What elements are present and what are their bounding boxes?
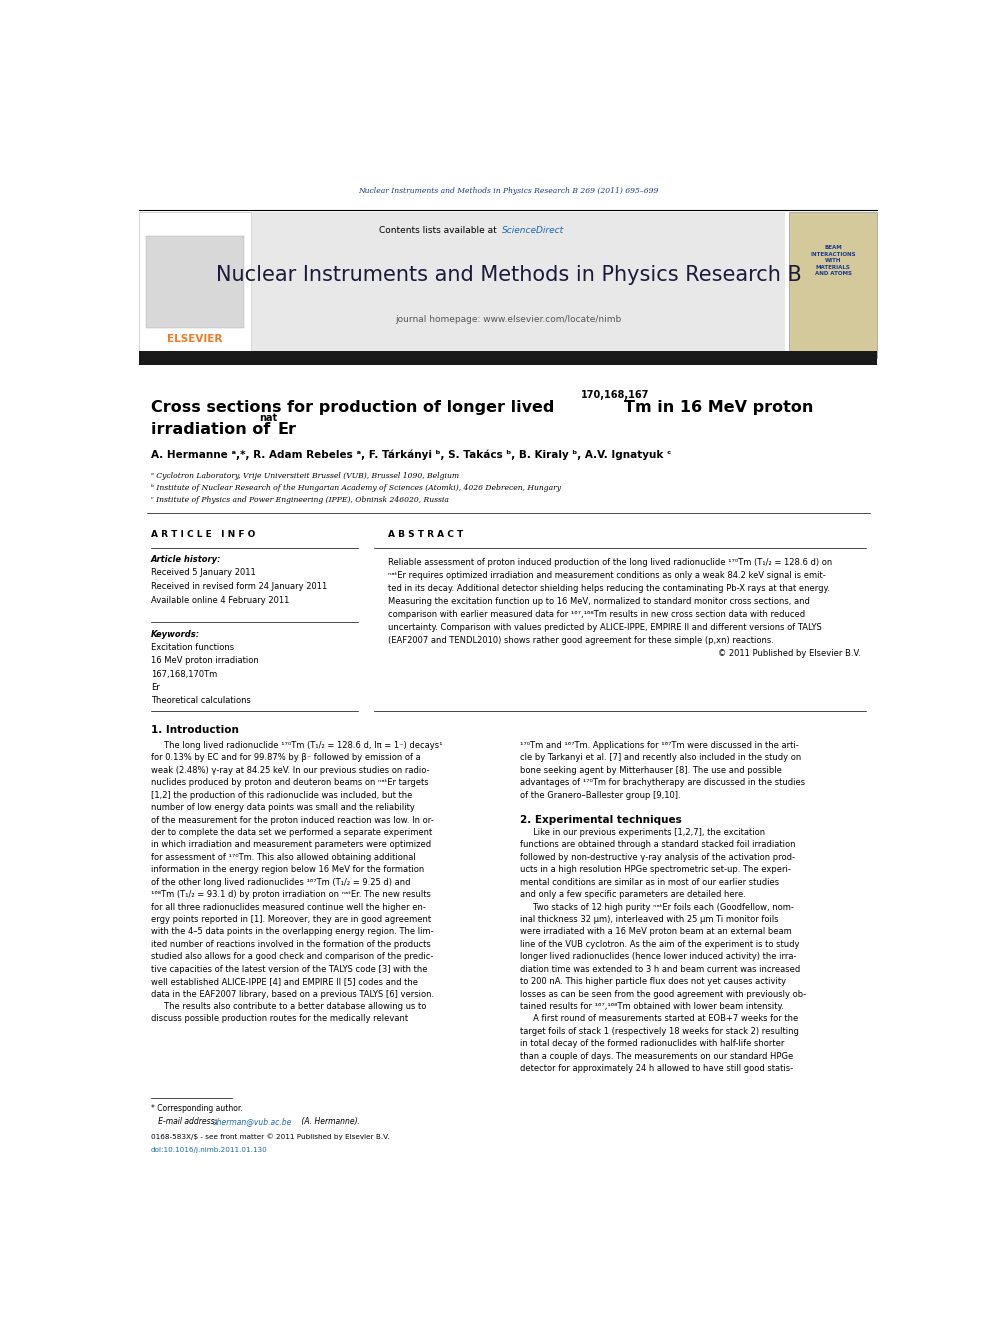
Text: of the Granero–Ballester group [9,10].: of the Granero–Ballester group [9,10]. (520, 791, 681, 799)
Text: ᵃ Cyclotron Laboratory, Vrije Universiteit Brussel (VUB), Brussel 1090, Belgium: ᵃ Cyclotron Laboratory, Vrije Universite… (151, 471, 459, 479)
Text: 170,168,167: 170,168,167 (580, 390, 649, 400)
Text: followed by non-destructive γ-ray analysis of the activation prod-: followed by non-destructive γ-ray analys… (520, 853, 795, 861)
Text: © 2011 Published by Elsevier B.V.: © 2011 Published by Elsevier B.V. (718, 650, 860, 658)
Text: 16 MeV proton irradiation: 16 MeV proton irradiation (151, 656, 259, 665)
Text: Article history:: Article history: (151, 554, 221, 564)
Text: ucts in a high resolution HPGe spectrometric set-up. The experi-: ucts in a high resolution HPGe spectrome… (520, 865, 791, 875)
Text: 2. Experimental techniques: 2. Experimental techniques (520, 815, 682, 826)
Text: The long lived radionuclide ¹⁷⁰Tm (T₁/₂ = 128.6 d, Iπ = 1⁻) decays¹: The long lived radionuclide ¹⁷⁰Tm (T₁/₂ … (151, 741, 442, 750)
Text: losses as can be seen from the good agreement with previously ob-: losses as can be seen from the good agre… (520, 990, 806, 999)
Text: ited number of reactions involved in the formation of the products: ited number of reactions involved in the… (151, 939, 431, 949)
Text: A first round of measurements started at EOB+7 weeks for the: A first round of measurements started at… (520, 1015, 799, 1024)
Text: ¹⁶⁸Tm (T₁/₂ = 93.1 d) by proton irradiation on ⁿᵃᵗEr. The new results: ¹⁶⁸Tm (T₁/₂ = 93.1 d) by proton irradiat… (151, 890, 431, 900)
Text: in total decay of the formed radionuclides with half-life shorter: in total decay of the formed radionuclid… (520, 1040, 785, 1048)
Text: with the 4–5 data points in the overlapping energy region. The lim-: with the 4–5 data points in the overlapp… (151, 927, 434, 937)
Text: than a couple of days. The measurements on our standard HPGe: than a couple of days. The measurements … (520, 1052, 794, 1061)
Text: ScienceDirect: ScienceDirect (502, 225, 564, 234)
FancyBboxPatch shape (139, 212, 251, 359)
Text: The results also contribute to a better database allowing us to: The results also contribute to a better … (151, 1002, 427, 1011)
Text: Nuclear Instruments and Methods in Physics Research B 269 (2011) 695–699: Nuclear Instruments and Methods in Physi… (358, 188, 659, 196)
Text: doi:10.1016/j.nimb.2011.01.130: doi:10.1016/j.nimb.2011.01.130 (151, 1147, 268, 1152)
Text: mental conditions are similar as in most of our earlier studies: mental conditions are similar as in most… (520, 877, 779, 886)
Text: Like in our previous experiments [1,2,7], the excitation: Like in our previous experiments [1,2,7]… (520, 828, 765, 837)
Text: tained results for ¹⁶⁷,¹⁶⁸Tm obtained with lower beam intensity.: tained results for ¹⁶⁷,¹⁶⁸Tm obtained wi… (520, 1002, 784, 1011)
Text: comparison with earlier measured data for ¹⁶⁷,¹⁶⁸Tm results in new cross section: comparison with earlier measured data fo… (388, 610, 805, 619)
Text: Received in revised form 24 January 2011: Received in revised form 24 January 2011 (151, 582, 327, 591)
Text: Nuclear Instruments and Methods in Physics Research B: Nuclear Instruments and Methods in Physi… (215, 265, 802, 284)
Text: well established ALICE-IPPE [4] and EMPIRE II [5] codes and the: well established ALICE-IPPE [4] and EMPI… (151, 978, 418, 986)
Text: Available online 4 February 2011: Available online 4 February 2011 (151, 597, 290, 606)
Text: der to complete the data set we performed a separate experiment: der to complete the data set we performe… (151, 828, 433, 837)
Text: bone seeking agent by Mitterhauser [8]. The use and possible: bone seeking agent by Mitterhauser [8]. … (520, 766, 782, 775)
Text: ¹⁷⁰Tm and ¹⁶⁷Tm. Applications for ¹⁶⁷Tm were discussed in the arti-: ¹⁷⁰Tm and ¹⁶⁷Tm. Applications for ¹⁶⁷Tm … (520, 741, 799, 750)
Text: BEAM
INTERACTIONS
WITH
MATERIALS
AND ATOMS: BEAM INTERACTIONS WITH MATERIALS AND ATO… (810, 245, 856, 277)
Text: ᶜ Institute of Physics and Power Engineering (IPPE), Obninsk 246020, Russia: ᶜ Institute of Physics and Power Enginee… (151, 496, 448, 504)
Text: advantages of ¹⁷⁰Tm for brachytherapy are discussed in the studies: advantages of ¹⁷⁰Tm for brachytherapy ar… (520, 778, 806, 787)
Text: Excitation functions: Excitation functions (151, 643, 234, 652)
FancyBboxPatch shape (139, 212, 786, 359)
Text: A R T I C L E   I N F O: A R T I C L E I N F O (151, 531, 255, 540)
Text: number of low energy data points was small and the reliability: number of low energy data points was sma… (151, 803, 415, 812)
Text: Two stacks of 12 high purity ⁿᵃᵗEr foils each (Goodfellow, nom-: Two stacks of 12 high purity ⁿᵃᵗEr foils… (520, 902, 794, 912)
Text: * Corresponding author.: * Corresponding author. (151, 1103, 243, 1113)
Text: ted in its decay. Additional detector shielding helps reducing the contaminating: ted in its decay. Additional detector sh… (388, 583, 829, 593)
Text: of the measurement for the proton induced reaction was low. In or-: of the measurement for the proton induce… (151, 815, 434, 824)
Text: data in the EAF2007 library, based on a previous TALYS [6] version.: data in the EAF2007 library, based on a … (151, 990, 434, 999)
Text: for 0.13% by EC and for 99.87% by β⁻ followed by emission of a: for 0.13% by EC and for 99.87% by β⁻ fol… (151, 754, 421, 762)
Text: 0168-583X/$ - see front matter © 2011 Published by Elsevier B.V.: 0168-583X/$ - see front matter © 2011 Pu… (151, 1134, 390, 1140)
Text: were irradiated with a 16 MeV proton beam at an external beam: were irradiated with a 16 MeV proton bea… (520, 927, 792, 937)
Text: line of the VUB cyclotron. As the aim of the experiment is to study: line of the VUB cyclotron. As the aim of… (520, 939, 800, 949)
Text: diation time was extended to 3 h and beam current was increased: diation time was extended to 3 h and bea… (520, 964, 801, 974)
Text: Er: Er (151, 683, 160, 692)
Text: weak (2.48%) γ-ray at 84.25 keV. In our previous studies on radio-: weak (2.48%) γ-ray at 84.25 keV. In our … (151, 766, 430, 775)
Text: studied also allows for a good check and comparison of the predic-: studied also allows for a good check and… (151, 953, 434, 962)
Text: nat: nat (259, 413, 278, 422)
Text: 1. Introduction: 1. Introduction (151, 725, 239, 736)
Text: information in the energy region below 16 MeV for the formation: information in the energy region below 1… (151, 865, 425, 875)
Text: ᵇ Institute of Nuclear Research of the Hungarian Academy of Sciences (Atomki), 4: ᵇ Institute of Nuclear Research of the H… (151, 484, 560, 492)
Text: cle by Tarkanyi et al. [7] and recently also included in the study on: cle by Tarkanyi et al. [7] and recently … (520, 754, 802, 762)
Text: irradiation of: irradiation of (151, 422, 276, 437)
Text: discuss possible production routes for the medically relevant: discuss possible production routes for t… (151, 1015, 408, 1024)
Text: (A. Hermanne).: (A. Hermanne). (300, 1117, 360, 1126)
Text: Keywords:: Keywords: (151, 630, 200, 639)
Text: A. Hermanne ᵃ,*, R. Adam Rebeles ᵃ, F. Tárkányi ᵇ, S. Takács ᵇ, B. Kiraly ᵇ, A.V: A. Hermanne ᵃ,*, R. Adam Rebeles ᵃ, F. T… (151, 450, 672, 460)
Text: uncertainty. Comparison with values predicted by ALICE-IPPE, EMPIRE II and diffe: uncertainty. Comparison with values pred… (388, 623, 821, 632)
Text: for assessment of ¹⁷⁰Tm. This also allowed obtaining additional: for assessment of ¹⁷⁰Tm. This also allow… (151, 853, 416, 861)
Text: longer lived radionuclides (hence lower induced activity) the irra-: longer lived radionuclides (hence lower … (520, 953, 797, 962)
Text: Tm in 16 MeV proton: Tm in 16 MeV proton (625, 400, 813, 415)
Text: 167,168,170Tm: 167,168,170Tm (151, 669, 217, 679)
Text: Received 5 January 2011: Received 5 January 2011 (151, 568, 256, 577)
FancyBboxPatch shape (146, 237, 244, 328)
Text: Reliable assessment of proton induced production of the long lived radionuclide : Reliable assessment of proton induced pr… (388, 558, 832, 566)
Text: Theoretical calculations: Theoretical calculations (151, 696, 251, 705)
Text: and only a few specific parameters are detailed here.: and only a few specific parameters are d… (520, 890, 746, 900)
Text: E-mail address:: E-mail address: (151, 1117, 219, 1126)
Text: (EAF2007 and TENDL2010) shows rather good agreement for these simple (p,xn) reac: (EAF2007 and TENDL2010) shows rather goo… (388, 636, 774, 644)
Text: A B S T R A C T: A B S T R A C T (388, 531, 463, 540)
Text: Cross sections for production of longer lived: Cross sections for production of longer … (151, 400, 559, 415)
Text: ergy points reported in [1]. Moreover, they are in good agreement: ergy points reported in [1]. Moreover, t… (151, 916, 432, 923)
Text: inal thickness 32 μm), interleaved with 25 μm Ti monitor foils: inal thickness 32 μm), interleaved with … (520, 916, 779, 923)
Text: aherman@vub.ac.be: aherman@vub.ac.be (213, 1117, 293, 1126)
Text: Contents lists available at: Contents lists available at (379, 225, 499, 234)
Text: to 200 nA. This higher particle flux does not yet causes activity: to 200 nA. This higher particle flux doe… (520, 978, 786, 986)
Text: tive capacities of the latest version of the TALYS code [3] with the: tive capacities of the latest version of… (151, 964, 428, 974)
Text: [1,2] the production of this radionuclide was included, but the: [1,2] the production of this radionuclid… (151, 791, 413, 799)
Text: Measuring the excitation function up to 16 MeV, normalized to standard monitor c: Measuring the excitation function up to … (388, 597, 809, 606)
Text: functions are obtained through a standard stacked foil irradiation: functions are obtained through a standar… (520, 840, 796, 849)
Text: of the other long lived radionuclides ¹⁶⁷Tm (T₁/₂ = 9.25 d) and: of the other long lived radionuclides ¹⁶… (151, 877, 411, 886)
FancyBboxPatch shape (139, 352, 878, 365)
Text: for all three radionuclides measured continue well the higher en-: for all three radionuclides measured con… (151, 902, 426, 912)
Text: target foils of stack 1 (respectively 18 weeks for stack 2) resulting: target foils of stack 1 (respectively 18… (520, 1027, 799, 1036)
Text: ELSEVIER: ELSEVIER (167, 335, 222, 344)
FancyBboxPatch shape (789, 212, 878, 359)
Text: nuclides produced by proton and deuteron beams on ⁿᵃᵗEr targets: nuclides produced by proton and deuteron… (151, 778, 429, 787)
Text: journal homepage: www.elsevier.com/locate/nimb: journal homepage: www.elsevier.com/locat… (395, 315, 622, 324)
Text: detector for approximately 24 h allowed to have still good statis-: detector for approximately 24 h allowed … (520, 1064, 793, 1073)
Text: in which irradiation and measurement parameters were optimized: in which irradiation and measurement par… (151, 840, 432, 849)
Text: ⁿᵃᵗEr requires optimized irradiation and measurement conditions as only a weak 8: ⁿᵃᵗEr requires optimized irradiation and… (388, 570, 825, 579)
Text: Er: Er (278, 422, 297, 437)
